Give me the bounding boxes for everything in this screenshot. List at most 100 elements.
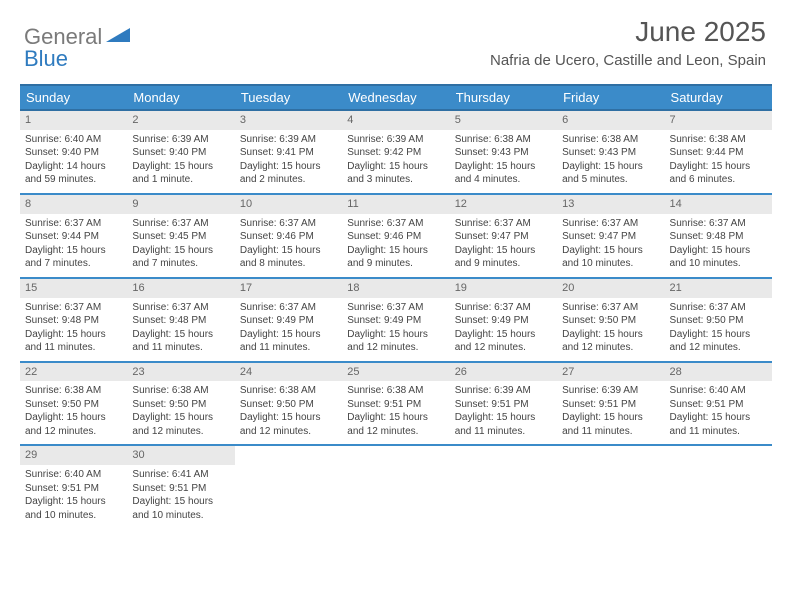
daylight-line: Daylight: 15 hours and 2 minutes. [240,160,337,187]
daylight-line: Daylight: 15 hours and 11 minutes. [132,328,229,355]
sunrise-line: Sunrise: 6:38 AM [347,384,444,398]
weeks-container: 1Sunrise: 6:40 AMSunset: 9:40 PMDaylight… [20,111,772,528]
day-number: 6 [557,111,664,130]
day-number: 25 [342,363,449,382]
day-cell: 26Sunrise: 6:39 AMSunset: 9:51 PMDayligh… [450,363,557,445]
daylight-line: Daylight: 15 hours and 5 minutes. [562,160,659,187]
day-cell: 14Sunrise: 6:37 AMSunset: 9:48 PMDayligh… [665,195,772,277]
sunset-line: Sunset: 9:50 PM [25,398,122,412]
day-number: 18 [342,279,449,298]
daylight-line: Daylight: 15 hours and 12 minutes. [132,411,229,438]
day-number: 19 [450,279,557,298]
day-number: 7 [665,111,772,130]
day-number: 13 [557,195,664,214]
week-row: 1Sunrise: 6:40 AMSunset: 9:40 PMDaylight… [20,111,772,195]
sunset-line: Sunset: 9:44 PM [670,146,767,160]
daylight-line: Daylight: 15 hours and 11 minutes. [562,411,659,438]
day-cell: 7Sunrise: 6:38 AMSunset: 9:44 PMDaylight… [665,111,772,193]
sunrise-line: Sunrise: 6:37 AM [455,301,552,315]
sunrise-line: Sunrise: 6:37 AM [132,217,229,231]
day-number: 29 [20,446,127,465]
daylight-line: Daylight: 15 hours and 7 minutes. [132,244,229,271]
day-cell: 10Sunrise: 6:37 AMSunset: 9:46 PMDayligh… [235,195,342,277]
day-cell: 18Sunrise: 6:37 AMSunset: 9:49 PMDayligh… [342,279,449,361]
day-cell: 22Sunrise: 6:38 AMSunset: 9:50 PMDayligh… [20,363,127,445]
daylight-line: Daylight: 15 hours and 12 minutes. [455,328,552,355]
sunrise-line: Sunrise: 6:40 AM [670,384,767,398]
sunset-line: Sunset: 9:51 PM [562,398,659,412]
day-cell: 6Sunrise: 6:38 AMSunset: 9:43 PMDaylight… [557,111,664,193]
sunset-line: Sunset: 9:51 PM [347,398,444,412]
day-number: 21 [665,279,772,298]
sunset-line: Sunset: 9:40 PM [132,146,229,160]
day-number: 22 [20,363,127,382]
sunset-line: Sunset: 9:50 PM [132,398,229,412]
daylight-line: Daylight: 15 hours and 10 minutes. [25,495,122,522]
sunset-line: Sunset: 9:50 PM [562,314,659,328]
daylight-line: Daylight: 15 hours and 12 minutes. [347,411,444,438]
daylight-line: Daylight: 15 hours and 12 minutes. [240,411,337,438]
day-cell: 29Sunrise: 6:40 AMSunset: 9:51 PMDayligh… [20,446,127,528]
calendar: SundayMondayTuesdayWednesdayThursdayFrid… [20,84,772,528]
day-cell: 15Sunrise: 6:37 AMSunset: 9:48 PMDayligh… [20,279,127,361]
daylight-line: Daylight: 15 hours and 11 minutes. [25,328,122,355]
day-cell: 25 Sunrise: 6:38 AMSunset: 9:51 PMDayligh… [342,363,449,445]
day-number: 10 [235,195,342,214]
daylight-line: Daylight: 15 hours and 10 minutes. [670,244,767,271]
daylight-line: Daylight: 15 hours and 12 minutes. [562,328,659,355]
sunrise-line: Sunrise: 6:37 AM [562,217,659,231]
day-cell: 23Sunrise: 6:38 AMSunset: 9:50 PMDayligh… [127,363,234,445]
day-cell: 8Sunrise: 6:37 AMSunset: 9:44 PMDaylight… [20,195,127,277]
weekday-label: Thursday [450,86,557,109]
day-cell: 20 Sunrise: 6:37 AMSunset: 9:50 PMDayligh… [557,279,664,361]
sunrise-line: Sunrise: 6:40 AM [25,133,122,147]
daylight-line: Daylight: 15 hours and 11 minutes. [455,411,552,438]
sunrise-line: Sunrise: 6:37 AM [347,217,444,231]
sunrise-line: Sunrise: 6:41 AM [132,468,229,482]
sunrise-line: Sunrise: 6:38 AM [455,133,552,147]
day-cell: 9Sunrise: 6:37 AMSunset: 9:45 PMDaylight… [127,195,234,277]
sunrise-line: Sunrise: 6:37 AM [670,217,767,231]
sunset-line: Sunset: 9:44 PM [25,230,122,244]
sunrise-line: Sunrise: 6:38 AM [25,384,122,398]
day-number: 27 [557,363,664,382]
weekday-label: Saturday [665,86,772,109]
month-title: June 2025 [490,16,766,48]
sunset-line: Sunset: 9:46 PM [240,230,337,244]
daylight-line: Daylight: 15 hours and 9 minutes. [347,244,444,271]
page: General Blue June 2025 Nafria de Ucero, … [0,0,792,612]
sunrise-line: Sunrise: 6:37 AM [25,217,122,231]
week-row: 29Sunrise: 6:40 AMSunset: 9:51 PMDayligh… [20,446,772,528]
sunset-line: Sunset: 9:40 PM [25,146,122,160]
daylight-line: Daylight: 15 hours and 4 minutes. [455,160,552,187]
daylight-line: Daylight: 15 hours and 12 minutes. [347,328,444,355]
week-row: 8Sunrise: 6:37 AMSunset: 9:44 PMDaylight… [20,195,772,279]
day-number: 12 [450,195,557,214]
day-number: 17 [235,279,342,298]
sunset-line: Sunset: 9:50 PM [670,314,767,328]
day-cell: 1Sunrise: 6:40 AMSunset: 9:40 PMDaylight… [20,111,127,193]
sunrise-line: Sunrise: 6:37 AM [455,217,552,231]
day-number: 3 [235,111,342,130]
day-cell: 30Sunrise: 6:41 AMSunset: 9:51 PMDayligh… [127,446,234,528]
day-cell: 12Sunrise: 6:37 AMSunset: 9:47 PMDayligh… [450,195,557,277]
daylight-line: Daylight: 15 hours and 3 minutes. [347,160,444,187]
sunrise-line: Sunrise: 6:37 AM [240,217,337,231]
day-number: 8 [20,195,127,214]
daylight-line: Daylight: 15 hours and 6 minutes. [670,160,767,187]
brand-triangle-icon [102,24,132,50]
brand-logo: General Blue [24,24,132,50]
sunset-line: Sunset: 9:47 PM [455,230,552,244]
sunset-line: Sunset: 9:48 PM [25,314,122,328]
daylight-line: Daylight: 15 hours and 10 minutes. [132,495,229,522]
day-number: 24 [235,363,342,382]
day-number: 26 [450,363,557,382]
sunset-line: Sunset: 9:43 PM [455,146,552,160]
day-number: 20 [557,279,664,298]
sunset-line: Sunset: 9:48 PM [670,230,767,244]
day-number: 4 [342,111,449,130]
sunset-line: Sunset: 9:51 PM [670,398,767,412]
sunrise-line: Sunrise: 6:37 AM [562,301,659,315]
sunset-line: Sunset: 9:48 PM [132,314,229,328]
sunset-line: Sunset: 9:50 PM [240,398,337,412]
